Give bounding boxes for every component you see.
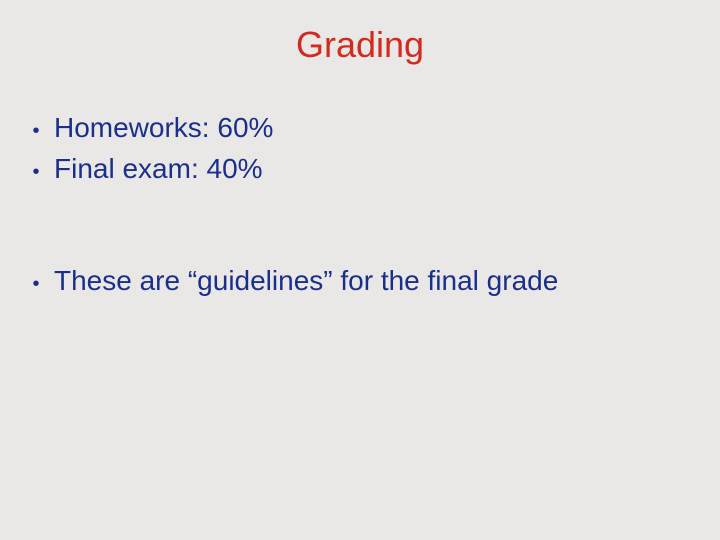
bullet-item: • Homeworks: 60% bbox=[18, 108, 690, 149]
bullet-text: Final exam: 40% bbox=[54, 149, 690, 190]
bullet-item: • These are “guidelines” for the final g… bbox=[18, 261, 690, 302]
bullet-marker: • bbox=[18, 270, 54, 299]
bullet-item: • Final exam: 40% bbox=[18, 149, 690, 190]
bullet-text: These are “guidelines” for the final gra… bbox=[54, 261, 690, 302]
bullet-list: • Homeworks: 60% • Final exam: 40% • The… bbox=[18, 108, 690, 302]
slide-title: Grading bbox=[0, 24, 720, 66]
bullet-text: Homeworks: 60% bbox=[54, 108, 690, 149]
bullet-marker: • bbox=[18, 117, 54, 146]
bullet-marker: • bbox=[18, 158, 54, 187]
bullet-gap bbox=[18, 189, 690, 261]
